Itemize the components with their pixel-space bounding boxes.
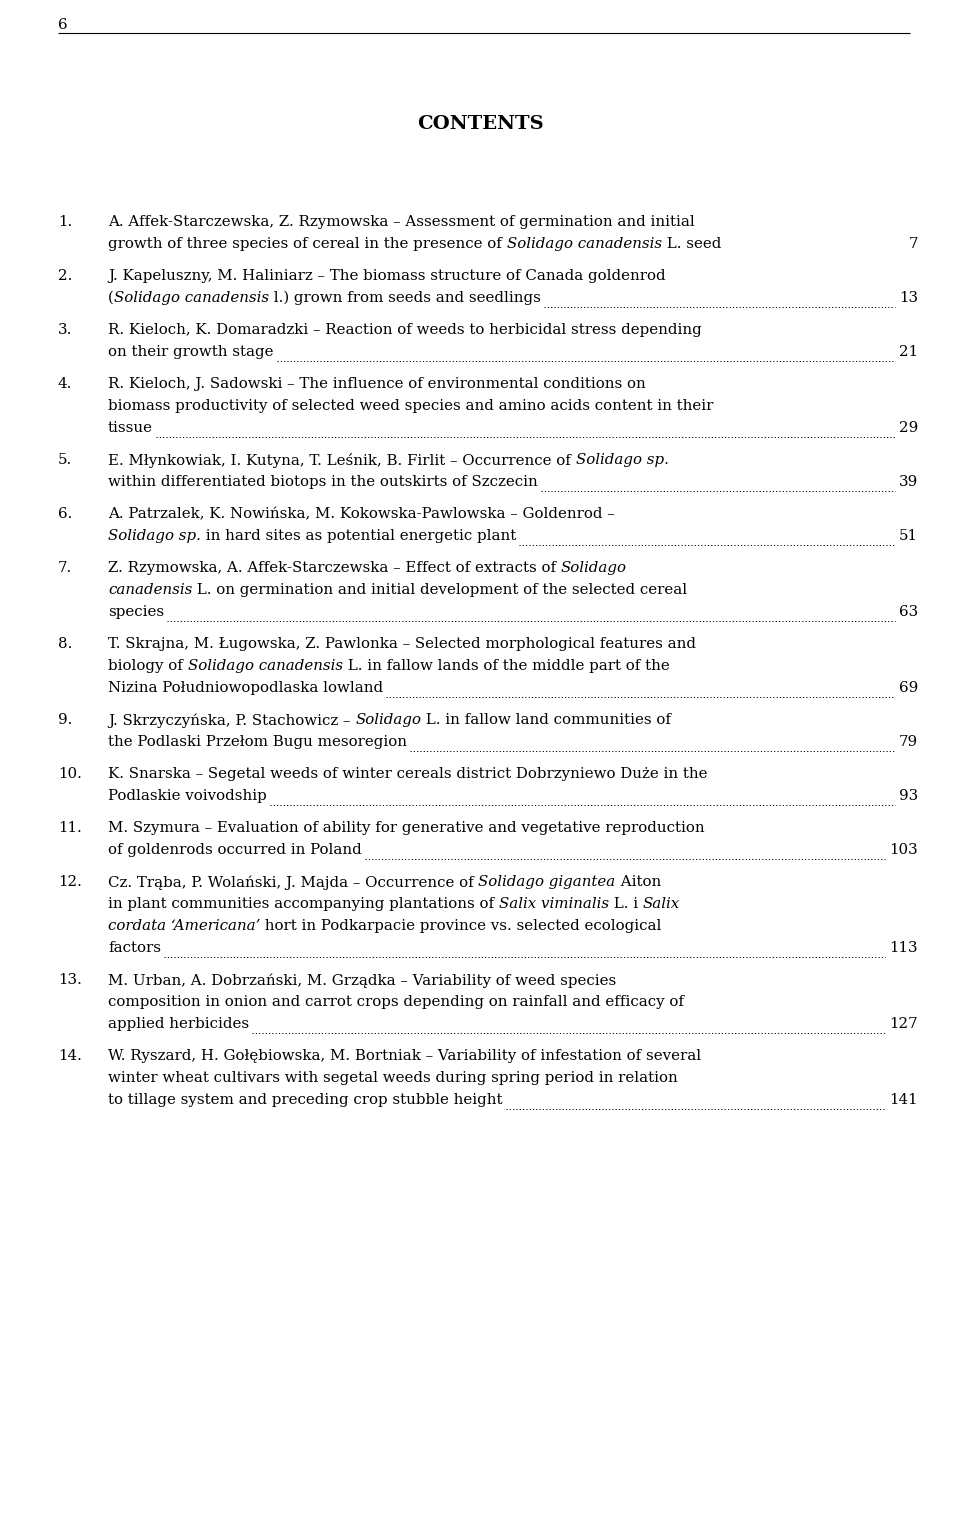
- Text: 12.: 12.: [58, 875, 82, 889]
- Text: Podlaskie voivodship: Podlaskie voivodship: [108, 789, 267, 803]
- Text: 8.: 8.: [58, 638, 72, 652]
- Text: (: (: [108, 291, 114, 305]
- Text: 13: 13: [899, 291, 918, 305]
- Text: 39: 39: [899, 475, 918, 489]
- Text: 3.: 3.: [58, 323, 72, 337]
- Text: growth of three species of cereal in the presence of: growth of three species of cereal in the…: [108, 238, 507, 251]
- Text: species: species: [108, 606, 164, 619]
- Text: M. Szymura – Evaluation of ability for generative and vegetative reproduction: M. Szymura – Evaluation of ability for g…: [108, 822, 705, 835]
- Text: applied herbicides: applied herbicides: [108, 1016, 250, 1032]
- Text: 103: 103: [889, 843, 918, 857]
- Text: 2.: 2.: [58, 268, 72, 284]
- Text: 69: 69: [899, 681, 918, 694]
- Text: 63: 63: [899, 606, 918, 619]
- Text: 14.: 14.: [58, 1049, 82, 1062]
- Text: to tillage system and preceding crop stubble height: to tillage system and preceding crop stu…: [108, 1093, 502, 1107]
- Text: 6.: 6.: [58, 507, 72, 521]
- Text: T. Skrajna, M. Ługowska, Z. Pawlonka – Selected morphological features and: T. Skrajna, M. Ługowska, Z. Pawlonka – S…: [108, 638, 696, 652]
- Text: Salix: Salix: [643, 897, 680, 911]
- Text: 7.: 7.: [58, 561, 72, 575]
- Text: 7: 7: [908, 238, 918, 251]
- Text: L. seed: L. seed: [661, 238, 721, 251]
- Text: 5.: 5.: [58, 452, 72, 468]
- Text: J. Skrzyczyńska, P. Stachowicz –: J. Skrzyczyńska, P. Stachowicz –: [108, 713, 355, 728]
- Text: within differentiated biotops in the outskirts of Szczecin: within differentiated biotops in the out…: [108, 475, 538, 489]
- Text: 1.: 1.: [58, 215, 72, 228]
- Text: A. Patrzalek, K. Nowińska, M. Kokowska-Pawlowska – Goldenrod –: A. Patrzalek, K. Nowińska, M. Kokowska-P…: [108, 507, 614, 521]
- Text: 21: 21: [899, 345, 918, 359]
- Text: Solidago sp.: Solidago sp.: [576, 452, 668, 468]
- Text: Solidago: Solidago: [355, 713, 421, 727]
- Text: Cz. Trąba, P. Wolański, J. Majda – Occurrence of: Cz. Trąba, P. Wolański, J. Majda – Occur…: [108, 875, 478, 889]
- Text: 10.: 10.: [58, 766, 82, 780]
- Text: Solidago canadensis: Solidago canadensis: [507, 238, 661, 251]
- Text: the Podlaski Przełom Bugu mesoregion: the Podlaski Przełom Bugu mesoregion: [108, 734, 407, 750]
- Text: Solidago gigantea: Solidago gigantea: [478, 875, 615, 889]
- Text: 4.: 4.: [58, 377, 72, 391]
- Text: R. Kieloch, J. Sadowski – The influence of environmental conditions on: R. Kieloch, J. Sadowski – The influence …: [108, 377, 646, 391]
- Text: Solidago canadensis: Solidago canadensis: [187, 659, 343, 673]
- Text: cordata ‘Americana’: cordata ‘Americana’: [108, 918, 260, 934]
- Text: canadensis: canadensis: [108, 583, 192, 596]
- Text: W. Ryszard, H. Gołębiowska, M. Bortniak – Variability of infestation of several: W. Ryszard, H. Gołębiowska, M. Bortniak …: [108, 1049, 701, 1062]
- Text: l.) grown from seeds and seedlings: l.) grown from seeds and seedlings: [269, 291, 540, 305]
- Text: Nizina Południowopodlaska lowland: Nizina Południowopodlaska lowland: [108, 681, 383, 694]
- Text: 141: 141: [889, 1093, 918, 1107]
- Text: Aiton: Aiton: [615, 875, 661, 889]
- Text: 13.: 13.: [58, 973, 82, 987]
- Text: 93: 93: [899, 789, 918, 803]
- Text: CONTENTS: CONTENTS: [417, 115, 543, 133]
- Text: 9.: 9.: [58, 713, 72, 727]
- Text: Z. Rzymowska, A. Affek-Starczewska – Effect of extracts of: Z. Rzymowska, A. Affek-Starczewska – Eff…: [108, 561, 561, 575]
- Text: L. on germination and initial development of the selected cereal: L. on germination and initial developmen…: [192, 583, 687, 596]
- Text: L. in fallow land communities of: L. in fallow land communities of: [421, 713, 671, 727]
- Text: on their growth stage: on their growth stage: [108, 345, 274, 359]
- Text: E. Młynkowiak, I. Kutyna, T. Leśnik, B. Firlit – Occurrence of: E. Młynkowiak, I. Kutyna, T. Leśnik, B. …: [108, 452, 576, 468]
- Text: biomass productivity of selected weed species and amino acids content in their: biomass productivity of selected weed sp…: [108, 399, 713, 412]
- Text: 127: 127: [889, 1016, 918, 1032]
- Text: 6: 6: [58, 18, 67, 32]
- Text: Solidago sp.: Solidago sp.: [108, 529, 201, 543]
- Text: tissue: tissue: [108, 422, 153, 435]
- Text: 113: 113: [889, 941, 918, 955]
- Text: Solidago: Solidago: [561, 561, 627, 575]
- Text: in plant communities accompanying plantations of: in plant communities accompanying planta…: [108, 897, 499, 911]
- Text: L. i: L. i: [609, 897, 643, 911]
- Text: of goldenrods occurred in Poland: of goldenrods occurred in Poland: [108, 843, 362, 857]
- Text: K. Snarska – Segetal weeds of winter cereals district Dobrzyniewo Duże in the: K. Snarska – Segetal weeds of winter cer…: [108, 766, 708, 780]
- Text: in hard sites as potential energetic plant: in hard sites as potential energetic pla…: [201, 529, 516, 543]
- Text: factors: factors: [108, 941, 161, 955]
- Text: composition in onion and carrot crops depending on rainfall and efficacy of: composition in onion and carrot crops de…: [108, 995, 684, 1009]
- Text: J. Kapeluszny, M. Haliniarz – The biomass structure of Canada goldenrod: J. Kapeluszny, M. Haliniarz – The biomas…: [108, 268, 665, 284]
- Text: A. Affek-Starczewska, Z. Rzymowska – Assessment of germination and initial: A. Affek-Starczewska, Z. Rzymowska – Ass…: [108, 215, 695, 228]
- Text: hort in Podkarpacie province vs. selected ecological: hort in Podkarpacie province vs. selecte…: [260, 918, 661, 934]
- Text: 29: 29: [899, 422, 918, 435]
- Text: Salix viminalis: Salix viminalis: [499, 897, 609, 911]
- Text: M. Urban, A. Dobrzański, M. Grządka – Variability of weed species: M. Urban, A. Dobrzański, M. Grządka – Va…: [108, 973, 616, 987]
- Text: winter wheat cultivars with segetal weeds during spring period in relation: winter wheat cultivars with segetal weed…: [108, 1072, 678, 1085]
- Text: 51: 51: [899, 529, 918, 543]
- Text: L. in fallow lands of the middle part of the: L. in fallow lands of the middle part of…: [343, 659, 669, 673]
- Text: 11.: 11.: [58, 822, 82, 835]
- Text: Solidago canadensis: Solidago canadensis: [114, 291, 269, 305]
- Text: R. Kieloch, K. Domaradzki – Reaction of weeds to herbicidal stress depending: R. Kieloch, K. Domaradzki – Reaction of …: [108, 323, 702, 337]
- Text: biology of: biology of: [108, 659, 187, 673]
- Text: 79: 79: [899, 734, 918, 750]
